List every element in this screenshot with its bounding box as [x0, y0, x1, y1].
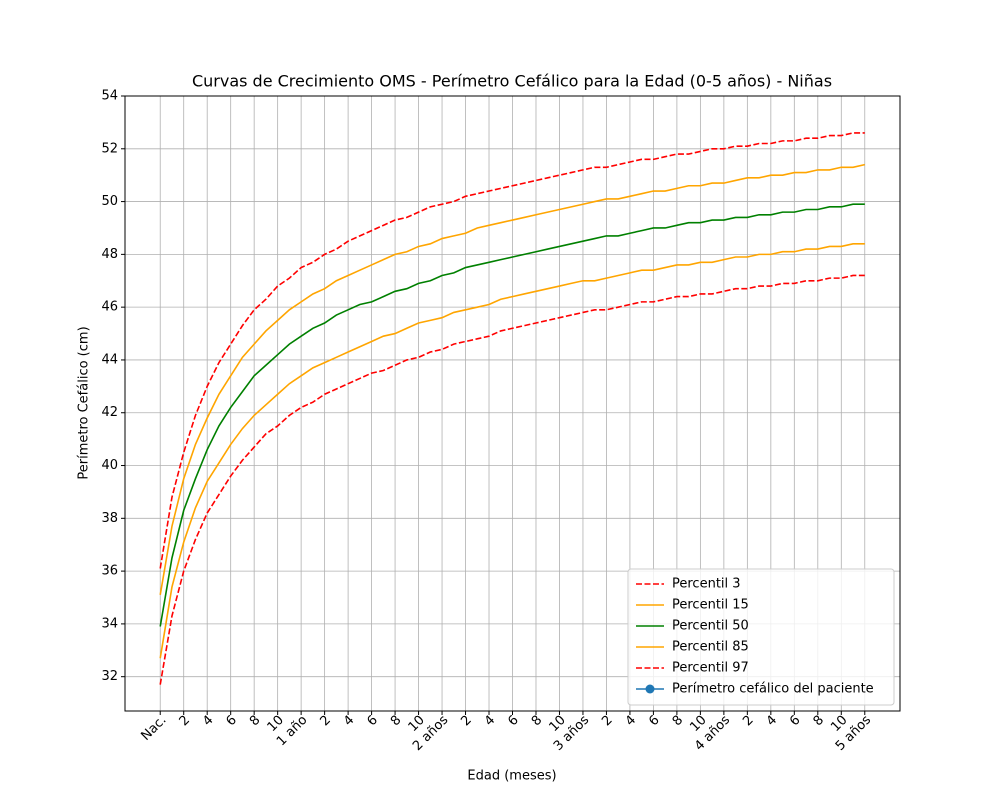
legend-label: Percentil 3	[672, 577, 741, 592]
y-tick-label: 52	[101, 141, 118, 156]
chart-title: Curvas de Crecimiento OMS - Perímetro Ce…	[192, 72, 832, 91]
legend-label: Percentil 85	[672, 640, 749, 655]
x-tick-label: 2	[317, 713, 333, 729]
y-tick-label: 36	[101, 564, 118, 579]
y-tick-label: 48	[101, 247, 118, 262]
x-tick-label: 6	[505, 713, 521, 729]
y-tick-label: 46	[101, 300, 118, 315]
series-line	[159, 132, 865, 569]
x-tick-label: 8	[670, 713, 686, 729]
y-tick-label: 34	[101, 616, 118, 631]
legend-marker	[645, 684, 655, 694]
x-tick-label: 6	[787, 713, 803, 729]
y-tick-label: 54	[101, 89, 118, 104]
y-tick-label: 44	[101, 352, 118, 367]
x-tick-label: 2	[177, 713, 193, 729]
x-tick-label: 4	[764, 713, 780, 729]
x-tick-label: 2	[599, 713, 615, 729]
x-tick-label: 8	[247, 713, 263, 729]
legend-box	[627, 568, 895, 706]
x-tick-label: 4	[200, 713, 216, 729]
x-tick-label: 8	[388, 713, 404, 729]
y-tick-label: 38	[101, 511, 118, 526]
x-tick-label: 4	[623, 713, 639, 729]
legend-label: Perímetro cefálico del paciente	[672, 682, 874, 697]
y-tick-label: 32	[101, 669, 118, 684]
y-axis-label: Perímetro Cefálico (cm)	[77, 326, 92, 479]
x-tick-label: 8	[811, 713, 827, 729]
x-tick-label: 2	[740, 713, 756, 729]
series-line	[159, 243, 865, 659]
legend-label: Percentil 97	[672, 661, 749, 676]
series-line	[159, 274, 865, 685]
y-tick-label: 42	[101, 405, 118, 420]
plot-frame	[124, 95, 901, 712]
legend-label: Percentil 50	[672, 619, 749, 634]
x-tick-label: 4	[482, 713, 498, 729]
y-tick-label: 40	[101, 458, 118, 473]
y-tick-label: 50	[101, 194, 118, 209]
x-tick-label: 6	[364, 713, 380, 729]
x-tick-label: 2	[458, 713, 474, 729]
legend-label: Percentil 15	[672, 598, 749, 613]
x-tick-label: 6	[224, 713, 240, 729]
x-axis-label: Edad (meses)	[467, 769, 556, 784]
series-line	[159, 203, 865, 627]
x-tick-label: 4	[341, 713, 357, 729]
x-tick-label: Nac.	[138, 713, 169, 744]
x-tick-label: 8	[529, 713, 545, 729]
x-tick-label: 6	[646, 713, 662, 729]
series-line	[159, 163, 865, 595]
